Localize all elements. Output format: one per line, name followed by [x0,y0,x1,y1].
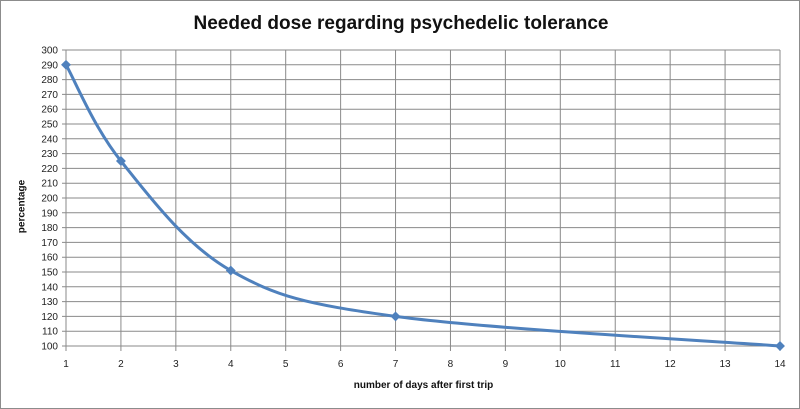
y-tick-label: 150 [41,268,58,279]
x-tick-label: 14 [774,359,786,370]
y-tick-label: 110 [42,327,58,338]
y-tick-label: 290 [41,60,58,71]
x-tick-label: 8 [448,359,454,370]
x-tick-label: 4 [228,359,234,370]
data-point-marker [61,59,71,70]
y-tick-label: 280 [41,75,58,86]
x-tick-label: 2 [118,359,124,370]
data-point-marker [225,265,236,276]
x-tick-label: 13 [720,359,732,370]
y-tick-label: 140 [41,282,58,293]
y-tick-label: 300 [41,46,58,57]
x-tick-label: 1 [63,359,69,370]
y-tick-label: 210 [41,179,58,190]
y-tick-label: 170 [41,238,58,249]
y-tick-label: 160 [41,253,58,264]
x-tick-label: 5 [283,359,289,370]
y-tick-label: 220 [41,164,58,175]
y-tick-label: 190 [41,208,58,219]
y-tick-label: 240 [41,134,58,145]
y-tick-label: 270 [41,90,58,101]
y-tick-label: 100 [41,342,58,353]
x-axis-label: number of days after first trip [353,380,494,391]
data-point-marker [115,156,126,166]
y-tick-label: 260 [41,105,58,116]
x-tick-label: 6 [338,359,344,370]
y-tick-label: 130 [41,297,58,308]
x-tick-label: 9 [503,359,509,370]
x-tick-label: 7 [393,359,399,370]
y-tick-label: 200 [41,194,58,205]
y-tick-label: 250 [41,120,58,131]
chart-title: Needed dose regarding psychedelic tolera… [193,13,609,34]
y-tick-label: 180 [41,223,58,234]
x-tick-label: 10 [555,359,567,370]
x-tick-label: 11 [610,359,621,370]
series-line [64,64,781,348]
y-tick-label: 230 [41,149,58,160]
data-point-marker [390,311,401,322]
data-point-marker [775,341,785,351]
x-tick-label: 3 [173,359,179,370]
y-tick-label: 120 [41,312,58,323]
x-tick-label: 12 [665,359,677,370]
